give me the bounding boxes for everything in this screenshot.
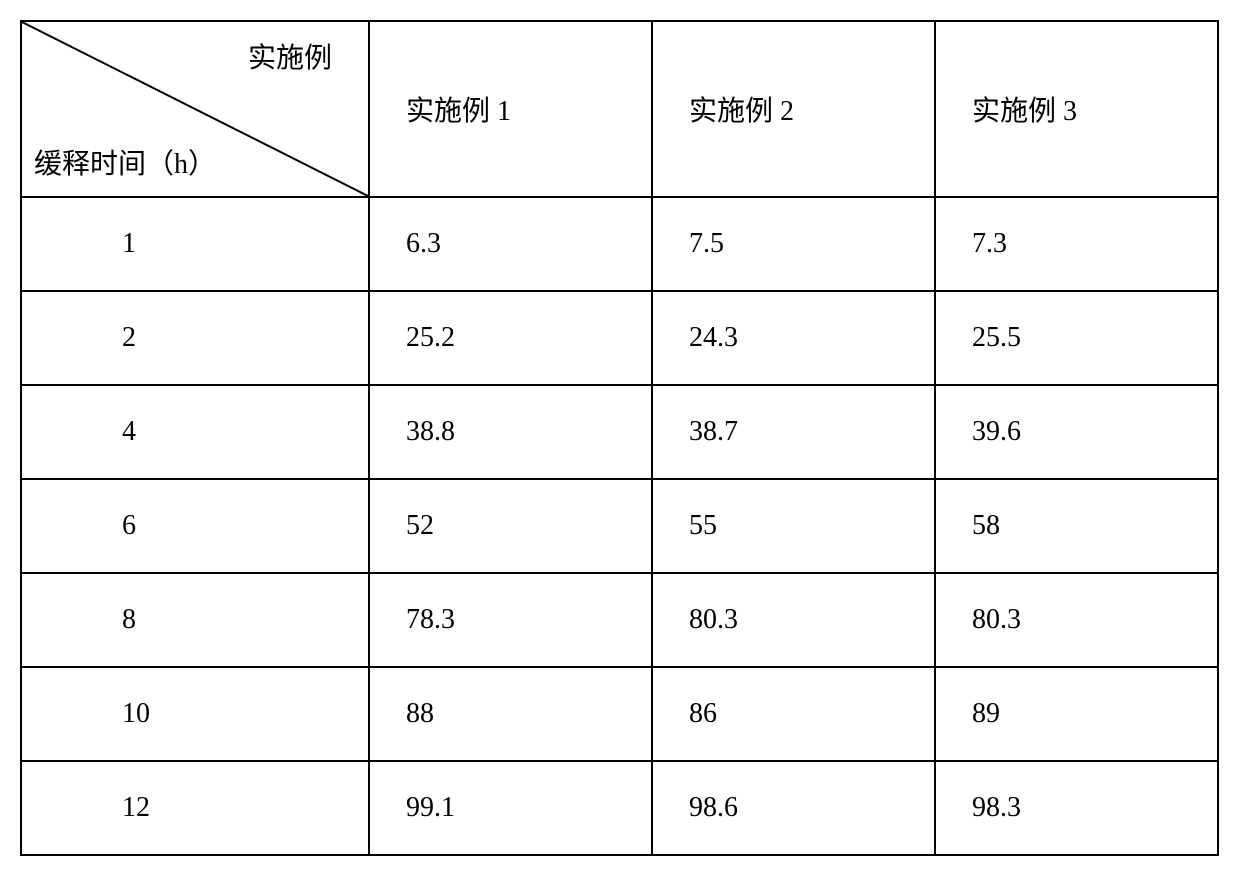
cell-v2: 38.7 — [652, 385, 935, 479]
cell-v2: 98.6 — [652, 761, 935, 855]
cell-v2: 55 — [652, 479, 935, 573]
row-label: 8 — [21, 573, 369, 667]
cell-v3: 39.6 — [935, 385, 1218, 479]
cell-v2: 24.3 — [652, 291, 935, 385]
cell-v2: 86 — [652, 667, 935, 761]
release-data-table: 实施例 缓释时间（h） 实施例 1 实施例 2 实施例 3 1 6.3 7.5 … — [20, 20, 1219, 856]
table-row: 2 25.2 24.3 25.5 — [21, 291, 1218, 385]
cell-v2: 7.5 — [652, 197, 935, 291]
cell-v3: 89 — [935, 667, 1218, 761]
row-label: 6 — [21, 479, 369, 573]
cell-v3: 80.3 — [935, 573, 1218, 667]
cell-v1: 38.8 — [369, 385, 652, 479]
table-row: 4 38.8 38.7 39.6 — [21, 385, 1218, 479]
table-row: 1 6.3 7.5 7.3 — [21, 197, 1218, 291]
row-label: 10 — [21, 667, 369, 761]
col-header-2: 实施例 2 — [652, 21, 935, 197]
row-label: 12 — [21, 761, 369, 855]
cell-v3: 7.3 — [935, 197, 1218, 291]
table-row: 12 99.1 98.6 98.3 — [21, 761, 1218, 855]
col-header-3: 实施例 3 — [935, 21, 1218, 197]
diagonal-bottom-label: 缓释时间（h） — [34, 142, 216, 182]
cell-v3: 25.5 — [935, 291, 1218, 385]
diagonal-header-cell: 实施例 缓释时间（h） — [21, 21, 369, 197]
cell-v1: 88 — [369, 667, 652, 761]
cell-v1: 99.1 — [369, 761, 652, 855]
row-label: 1 — [21, 197, 369, 291]
cell-v2: 80.3 — [652, 573, 935, 667]
table-row: 6 52 55 58 — [21, 479, 1218, 573]
cell-v3: 58 — [935, 479, 1218, 573]
table-body: 1 6.3 7.5 7.3 2 25.2 24.3 25.5 4 38.8 38… — [21, 197, 1218, 855]
col-header-1: 实施例 1 — [369, 21, 652, 197]
cell-v1: 25.2 — [369, 291, 652, 385]
row-label: 2 — [21, 291, 369, 385]
table-row: 8 78.3 80.3 80.3 — [21, 573, 1218, 667]
table-header-row: 实施例 缓释时间（h） 实施例 1 实施例 2 实施例 3 — [21, 21, 1218, 197]
cell-v1: 6.3 — [369, 197, 652, 291]
diagonal-top-label: 实施例 — [248, 36, 332, 76]
cell-v1: 52 — [369, 479, 652, 573]
cell-v3: 98.3 — [935, 761, 1218, 855]
row-label: 4 — [21, 385, 369, 479]
cell-v1: 78.3 — [369, 573, 652, 667]
table-row: 10 88 86 89 — [21, 667, 1218, 761]
